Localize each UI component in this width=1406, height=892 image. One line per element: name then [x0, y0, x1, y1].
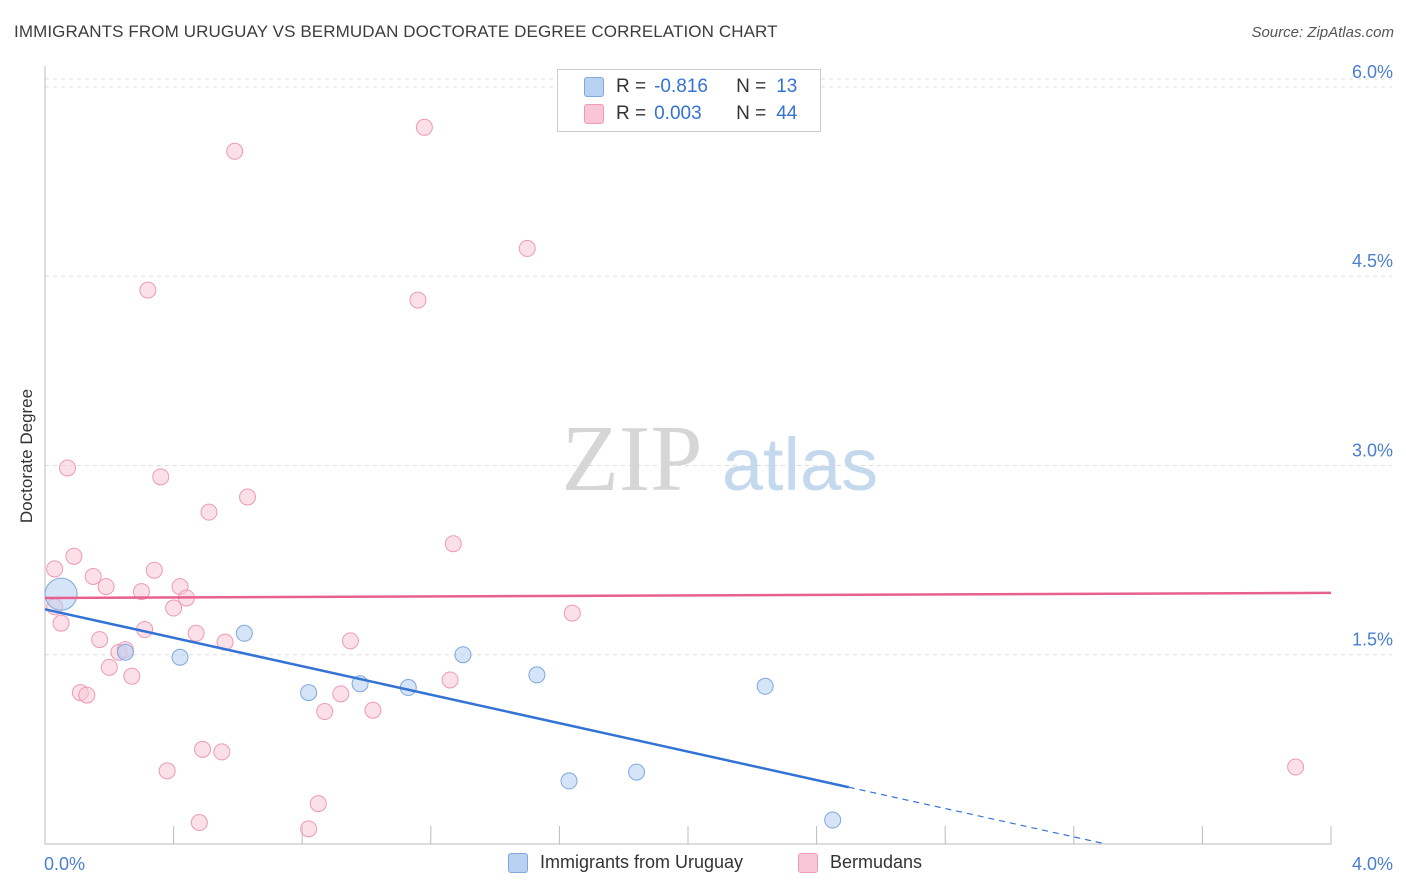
- data-point-bermudans: [200, 503, 218, 521]
- watermark-atlas: atlas: [722, 423, 878, 506]
- data-point-bermudans: [194, 740, 212, 758]
- data-point-bermudans: [239, 488, 257, 506]
- chart-title: IMMIGRANTS FROM URUGUAY VS BERMUDAN DOCT…: [14, 22, 778, 41]
- trend-lines: [44, 591, 1332, 845]
- uruguay-points: [44, 577, 842, 829]
- data-point-bermudans: [132, 583, 150, 601]
- tick-labels: 1.5% 3.0% 4.5% 6.0% 0.0% 4.0%: [44, 62, 1393, 874]
- legend-n-value: 13: [776, 76, 798, 97]
- trend-line-uruguay: [44, 608, 850, 789]
- y-tick-label: 3.0%: [1352, 440, 1393, 460]
- grid-lines: [45, 78, 1392, 656]
- data-point-uruguay: [300, 684, 318, 702]
- data-point-uruguay: [560, 772, 578, 790]
- data-point-bermudans: [332, 685, 350, 703]
- bottom-swatch-blue: [508, 852, 528, 873]
- data-point-bermudans: [152, 468, 170, 486]
- legend-box: R = -0.816 N = 13 R = 0.003 N = 44: [557, 69, 821, 132]
- data-point-bermudans: [1287, 758, 1305, 776]
- data-point-bermudans: [226, 142, 244, 160]
- bermudans-points: [46, 118, 1305, 838]
- data-point-uruguay: [756, 677, 774, 695]
- legend-n-label: N =: [736, 103, 767, 124]
- data-point-bermudans: [59, 459, 77, 477]
- data-point-bermudans: [100, 658, 118, 676]
- data-point-bermudans: [518, 239, 536, 257]
- data-point-bermudans: [84, 568, 102, 586]
- data-point-bermudans: [165, 599, 183, 617]
- data-point-bermudans: [65, 547, 83, 565]
- y-tick-label: 4.5%: [1352, 251, 1393, 271]
- legend-row-bermudans: R = 0.003 N = 44: [584, 103, 797, 125]
- y-tick-label: 6.0%: [1352, 62, 1393, 82]
- trend-line-uruguay-extension: [848, 786, 1107, 845]
- watermark-zip: ZIP: [562, 407, 703, 511]
- data-point-bermudans: [187, 624, 205, 642]
- data-point-bermudans: [409, 291, 427, 309]
- data-point-bermudans: [341, 632, 359, 650]
- data-point-bermudans: [563, 604, 581, 622]
- legend-swatch-blue: [584, 77, 604, 97]
- bottom-legend-bermudans: Bermudans: [798, 852, 922, 873]
- bottom-legend: Immigrants from Uruguay Bermudans: [0, 852, 1406, 878]
- data-point-uruguay: [171, 648, 189, 666]
- x-tick-label: 4.0%: [1352, 854, 1393, 874]
- axes: [44, 66, 1332, 845]
- data-point-bermudans: [158, 762, 176, 780]
- legend-r-value: 0.003: [654, 103, 702, 124]
- data-point-bermudans: [52, 614, 70, 632]
- data-point-bermudans: [316, 703, 334, 721]
- data-point-bermudans: [300, 820, 318, 838]
- data-point-uruguay: [628, 763, 646, 781]
- data-point-uruguay: [44, 577, 78, 611]
- data-point-bermudans: [444, 535, 462, 553]
- bottom-legend-uruguay: Immigrants from Uruguay: [508, 852, 743, 873]
- legend-row-uruguay: R = -0.816 N = 13: [584, 76, 797, 98]
- data-point-bermudans: [145, 561, 163, 579]
- data-point-bermudans: [123, 667, 141, 685]
- source-label: Source: ZipAtlas.com: [1251, 24, 1394, 41]
- data-point-uruguay: [528, 666, 546, 684]
- data-point-bermudans: [364, 701, 382, 719]
- data-point-uruguay: [116, 643, 134, 661]
- y-tick-label: 1.5%: [1352, 630, 1393, 650]
- data-point-bermudans: [139, 281, 157, 299]
- data-point-uruguay: [454, 646, 472, 664]
- data-point-uruguay: [235, 624, 253, 642]
- data-point-bermudans: [309, 795, 327, 813]
- data-point-bermudans: [441, 671, 459, 689]
- bottom-legend-label-uruguay: Immigrants from Uruguay: [540, 852, 744, 872]
- data-point-bermudans: [78, 686, 96, 704]
- legend-n-value: 44: [776, 103, 798, 124]
- watermark: ZIP atlas: [562, 407, 879, 511]
- data-point-bermudans: [415, 118, 433, 136]
- legend-n-label: N =: [736, 76, 767, 97]
- legend-r-label: R =: [616, 103, 647, 124]
- data-point-bermudans: [213, 743, 231, 761]
- data-point-bermudans: [97, 578, 115, 596]
- data-point-uruguay: [824, 811, 842, 829]
- legend-r-value: -0.816: [654, 76, 708, 97]
- x-tick-label: 0.0%: [44, 854, 85, 874]
- data-point-bermudans: [190, 814, 208, 832]
- trend-line-bermudans: [44, 591, 1332, 600]
- bottom-legend-label-bermudans: Bermudans: [830, 852, 923, 872]
- data-point-bermudans: [46, 560, 64, 578]
- legend-swatch-pink: [584, 104, 604, 124]
- legend-r-label: R =: [616, 76, 647, 97]
- data-point-bermudans: [91, 631, 109, 649]
- bottom-swatch-pink: [798, 852, 818, 873]
